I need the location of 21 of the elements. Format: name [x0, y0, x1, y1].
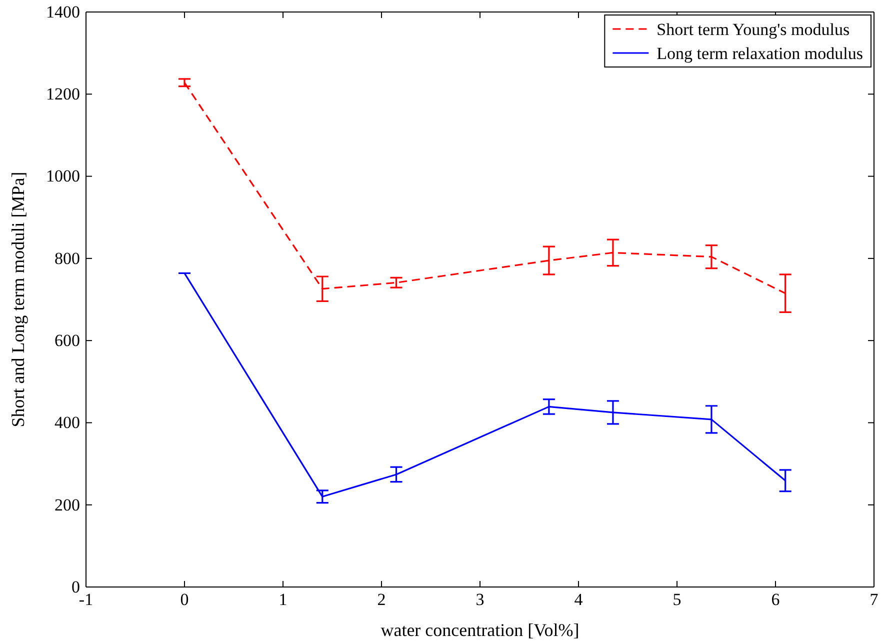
y-tick-label: 800 — [54, 248, 80, 268]
y-tick-label: 200 — [54, 495, 80, 514]
y-tick-label: 1400 — [46, 2, 80, 22]
x-tick-label: -1 — [78, 590, 94, 610]
y-tick-label: 400 — [54, 413, 80, 432]
y-axis-title: Short and Long term moduli [MPa] — [8, 172, 28, 428]
legend-label: Short term Young's modulus — [656, 20, 850, 39]
x-tick-label: 2 — [377, 590, 386, 610]
y-tick-label: 1000 — [46, 166, 80, 186]
x-tick-label: 1 — [278, 590, 288, 610]
legend-label: Long term relaxation modulus — [656, 44, 863, 63]
y-tick-label: 600 — [54, 331, 80, 350]
x-tick-label: 5 — [672, 590, 682, 610]
x-tick-label: 6 — [771, 590, 780, 610]
y-tick-label: 1200 — [46, 84, 80, 104]
x-axis-title: water concentration [Vol%] — [380, 620, 580, 640]
x-tick-label: 4 — [574, 590, 584, 610]
x-tick-label: 3 — [476, 590, 484, 610]
x-tick-label: 0 — [180, 590, 189, 610]
x-tick-label: 7 — [870, 590, 879, 610]
y-tick-label: 0 — [72, 577, 80, 596]
